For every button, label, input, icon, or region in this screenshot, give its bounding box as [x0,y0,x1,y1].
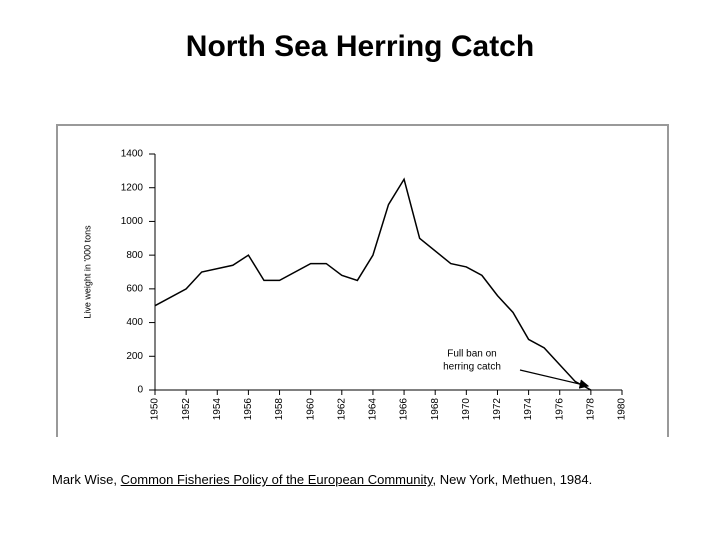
x-tick-label: 1958 [274,398,285,421]
x-tick-label: 1970 [461,398,472,421]
y-axis-label: Live weight in '000 tons [82,225,92,319]
x-tick-label: 1980 [617,398,628,421]
y-tick-label: 400 [126,317,143,328]
data-line [154,177,592,391]
slide-title: North Sea Herring Catch [185,30,535,63]
x-tick-label: 1978 [586,398,597,421]
x-tick-label: 1968 [430,398,441,421]
x-tick-label: 1974 [523,398,534,421]
x-tick-label: 1950 [150,398,161,421]
chart-border [56,124,669,437]
annotation: Full ban on [447,349,496,360]
y-tick-label: 200 [126,351,143,362]
x-tick-label: 1960 [305,398,316,421]
caption-author: Mark Wise, [52,472,121,487]
x-tick-label: 1962 [336,398,347,421]
y-tick-label: 0 [137,385,143,396]
annotation-arrow [519,369,590,389]
y-tick-label: 1200 [121,182,144,193]
caption-rest: , New York, Methuen, 1984. [432,472,593,487]
x-tick-label: 1964 [368,398,379,421]
caption: Mark Wise, Common Fisheries Policy of th… [52,472,592,487]
y-tick-label: 1400 [121,149,144,160]
x-tick-label: 1966 [399,398,410,421]
y-tick-label: 1000 [121,216,144,227]
chart-frame [57,125,668,437]
annotation: herring catch [443,362,501,373]
y-tick-label: 600 [126,283,143,294]
x-tick-label: 1956 [243,398,254,421]
x-tick-label: 1972 [492,398,503,421]
x-tick-label: 1954 [212,398,223,421]
y-tick-label: 800 [126,250,143,261]
caption-work: Common Fisheries Policy of the European … [120,472,433,487]
x-tick-label: 1952 [181,398,192,421]
x-tick-label: 1976 [554,398,565,421]
